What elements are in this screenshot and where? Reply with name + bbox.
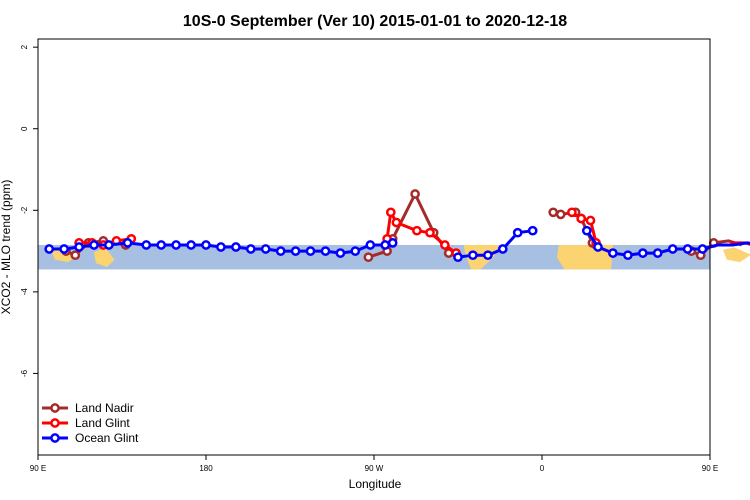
point-ocean-glint-0-5 [122,238,133,248]
point-ocean-glint-0-8 [171,240,181,250]
x-tick-label-3: 0 [540,464,545,473]
point-ocean-glint-2-6 [667,244,678,254]
point-land-nadir-0-1 [70,250,81,261]
point-ocean-glint-2-2 [608,248,618,258]
point-ocean-glint-1-0 [453,252,463,263]
axis-ticks: 90 E 180 90 W 0 90 E 2 0 -2 -4 -6 [20,44,718,473]
x-tick-label-2: 90 W [365,464,384,473]
point-land-glint-1-5 [440,240,450,250]
point-land-glint-2-0 [567,207,577,218]
point-ocean-glint-0-19 [335,248,346,258]
point-ocean-glint-2-0 [581,225,592,236]
point-ocean-glint-0-21 [365,240,376,250]
point-ocean-glint-0-10 [201,240,211,250]
point-ocean-glint-0-15 [275,246,286,256]
y-tick-label-2: -2 [20,206,29,214]
point-ocean-glint-0-17 [305,246,316,256]
point-ocean-glint-1-4 [512,227,523,238]
point-ocean-glint-0-2 [74,242,84,252]
point-land-glint-1-4 [425,227,435,238]
point-ocean-glint-0-7 [156,240,167,250]
series-ocean-glint [44,225,750,263]
point-land-nadir-1-0 [363,252,374,263]
point-ocean-glint-1-5 [527,225,538,236]
point-land-glint-1-2 [391,217,402,228]
point-ocean-glint-2-4 [637,248,648,258]
point-land-glint-2-2 [585,215,596,226]
point-ocean-glint-0-6 [141,240,152,250]
land-shape-5 [723,247,750,263]
legend-marker-land-nadir [50,403,60,413]
point-ocean-glint-0-23 [387,238,398,248]
legend-label-land-glint: Land Glint [75,416,130,430]
legend-label-land-nadir: Land Nadir [75,401,134,415]
point-ocean-glint-0-1 [59,244,69,254]
x-axis-label: Longitude [349,477,402,491]
point-ocean-glint-0-9 [186,240,196,250]
series-line-ocean-glint-2 [585,229,750,257]
point-ocean-glint-0-12 [231,242,241,252]
x-tick-label-1: 180 [199,464,213,473]
plot-frame [37,38,711,456]
x-tick-label-0: 90 E [30,464,46,473]
point-ocean-glint-0-0 [44,244,55,254]
land-shape-2 [94,247,115,267]
point-land-nadir-2-0 [548,207,559,218]
point-ocean-glint-0-16 [290,246,301,256]
point-ocean-glint-0-4 [104,240,114,250]
point-ocean-glint-0-3 [89,240,99,250]
x-tick-label-4: 90 E [702,464,718,473]
point-ocean-glint-0-14 [260,244,271,254]
point-ocean-glint-0-13 [245,244,256,254]
y-axis-label: XCO2 - MLO trend (ppm) [0,180,13,315]
point-land-nadir-1-3 [410,189,420,199]
legend-marker-land-glint [50,418,60,428]
point-land-glint-1-3 [412,225,422,236]
point-ocean-glint-0-20 [350,246,361,256]
chart-title: 10S-0 September (Ver 10) 2015-01-01 to 2… [183,13,567,30]
legend-label-ocean-glint: Ocean Glint [75,431,139,445]
point-land-glint-1-1 [385,207,396,218]
legend-marker-ocean-glint [50,433,60,443]
point-ocean-glint-2-7 [682,244,693,254]
y-tick-label-1: 0 [20,126,29,131]
point-ocean-glint-1-2 [483,250,493,261]
series-layer [44,189,750,263]
point-ocean-glint-0-22 [380,240,391,250]
point-ocean-glint-2-3 [623,250,633,261]
point-ocean-glint-2-5 [652,248,663,258]
point-ocean-glint-0-11 [216,242,226,252]
y-tick-label-0: 2 [20,44,29,49]
point-ocean-glint-1-3 [497,244,508,254]
point-ocean-glint-1-1 [468,250,478,261]
point-land-glint-2-1 [576,213,587,224]
y-tick-label-3: -4 [20,288,29,296]
point-land-nadir-2-1 [555,209,566,220]
point-ocean-glint-2-8 [697,244,708,254]
y-tick-label-4: -6 [20,369,29,377]
point-ocean-glint-0-18 [320,246,331,256]
point-ocean-glint-2-1 [593,242,603,252]
